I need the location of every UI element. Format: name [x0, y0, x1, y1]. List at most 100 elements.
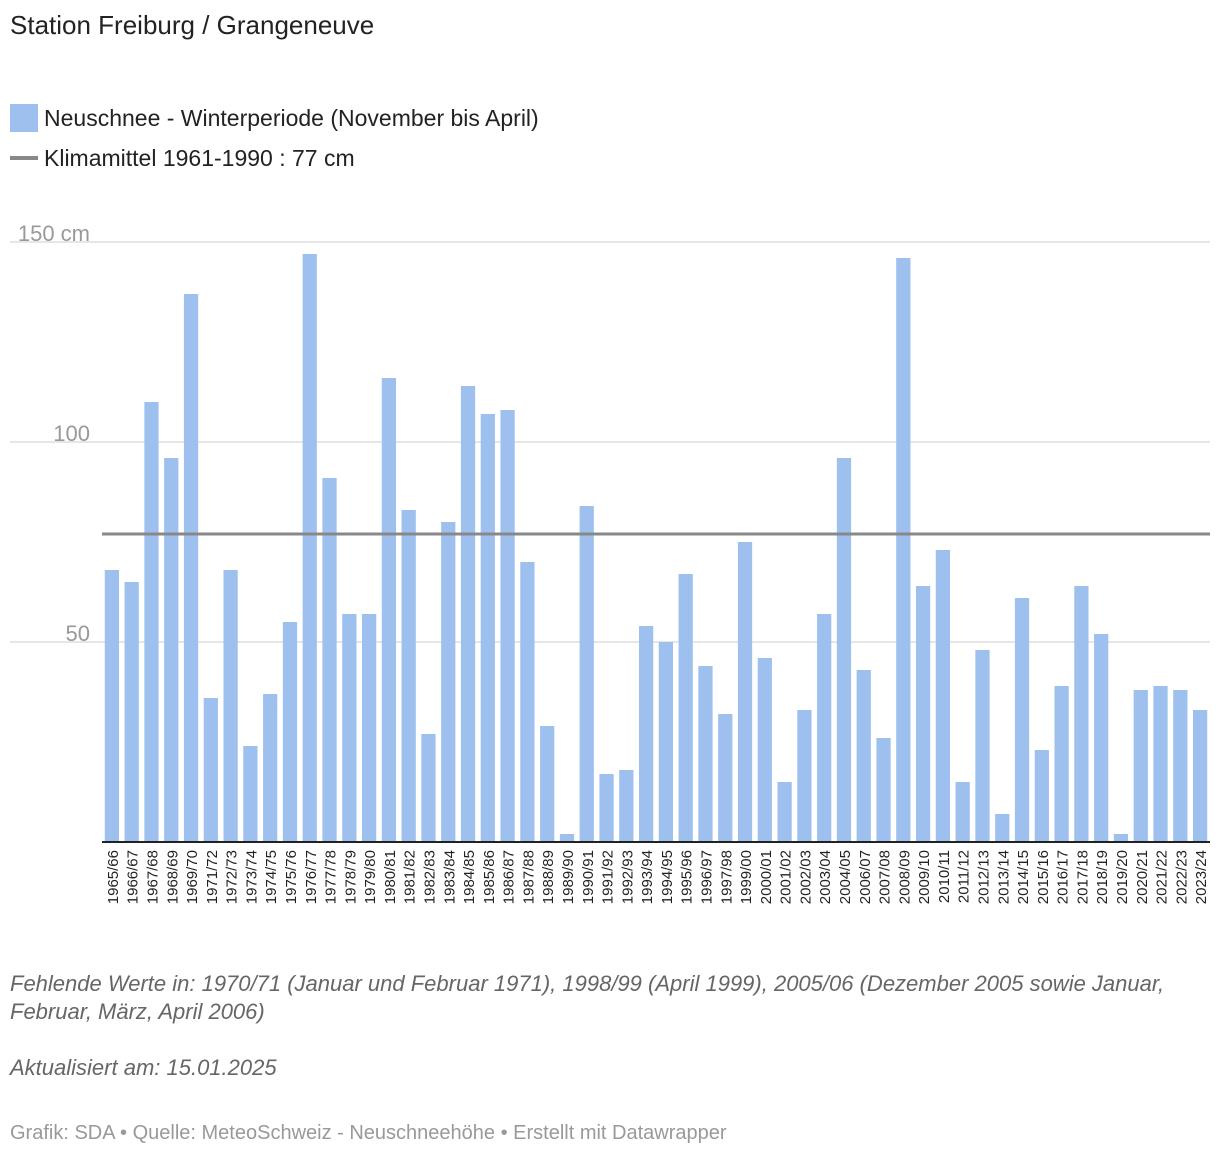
x-tick-label: 1999/00 — [738, 850, 755, 904]
x-tick-label: 1994/95 — [659, 850, 676, 904]
bar — [836, 458, 852, 842]
bar — [1094, 634, 1109, 842]
x-tick-label: 1997/98 — [718, 850, 735, 904]
bar — [1153, 686, 1168, 842]
x-tick-label: 2018/19 — [1094, 850, 1111, 904]
x-tick-label: 1965/66 — [105, 850, 122, 904]
y-tick-label: 100 — [53, 421, 90, 446]
x-tick-label: 1986/87 — [501, 850, 518, 904]
x-tick-label: 2012/13 — [975, 850, 992, 904]
bar — [144, 402, 159, 842]
bar — [975, 650, 990, 842]
bar — [183, 294, 199, 842]
bar — [460, 386, 476, 842]
bar — [915, 586, 931, 842]
x-tick-label: 2019/20 — [1114, 850, 1131, 904]
bar — [1034, 750, 1049, 842]
bar — [678, 574, 693, 842]
bar — [124, 582, 139, 842]
bar — [896, 258, 911, 842]
x-tick-label: 1985/86 — [481, 850, 498, 904]
x-tick-label: 2006/07 — [857, 850, 874, 904]
bar — [817, 614, 832, 842]
x-tick-label: 1991/92 — [600, 850, 617, 904]
bar — [876, 738, 891, 842]
missing-values-note: Fehlende Werte in: 1970/71 (Januar und F… — [10, 971, 1165, 1024]
bar — [1113, 834, 1129, 842]
x-tick-label: 1982/83 — [421, 850, 438, 904]
bar — [401, 510, 416, 842]
x-tick-label: 2001/02 — [778, 850, 795, 904]
x-tick-label: 1981/82 — [402, 850, 419, 904]
x-tick-label: 2022/23 — [1173, 850, 1190, 904]
bar — [856, 670, 871, 842]
x-tick-label: 2013/14 — [995, 850, 1012, 904]
bar — [718, 714, 733, 842]
bar — [777, 782, 792, 842]
bar — [698, 666, 713, 842]
x-tick-label: 1980/81 — [382, 850, 399, 904]
x-tick-label: 1973/74 — [243, 850, 260, 904]
x-tick-label: 2003/04 — [817, 850, 834, 904]
x-tick-label: 1992/93 — [619, 850, 636, 904]
x-tick-label: 2002/03 — [797, 850, 814, 904]
x-tick-label: 2010/11 — [936, 850, 953, 903]
x-tick-label: 1984/85 — [461, 850, 478, 904]
bar — [797, 710, 812, 842]
source-credit: Grafik: SDA • Quelle: MeteoSchweiz - Neu… — [10, 1122, 727, 1144]
legend-label-bars: Neuschnee - Winterperiode (November bis … — [44, 104, 539, 131]
x-tick-label: 2000/01 — [758, 850, 775, 904]
bar — [1192, 710, 1208, 842]
updated-note: Aktualisiert am: 15.01.2025 — [10, 1055, 277, 1080]
x-tick-label: 1983/84 — [441, 850, 458, 904]
x-tick-label: 1978/79 — [342, 850, 359, 904]
x-tick-label: 1966/67 — [125, 850, 142, 904]
x-tick-label: 1979/80 — [362, 850, 379, 904]
legend-item-line: Klimamittel 1961-1990 : 77 cm — [10, 138, 539, 178]
bar — [263, 694, 278, 842]
bar — [203, 698, 218, 842]
bar — [282, 622, 298, 842]
x-tick-label: 1989/90 — [560, 850, 577, 904]
bar — [500, 410, 515, 842]
x-tick-label: 2007/08 — [877, 850, 894, 904]
x-tick-label: 2011/12 — [956, 850, 973, 903]
bar — [658, 642, 674, 842]
bar — [480, 414, 495, 842]
x-tick-label: 2009/10 — [916, 850, 933, 904]
bar — [421, 734, 436, 842]
legend-swatch-line — [10, 156, 38, 160]
bar — [638, 626, 654, 842]
bar — [757, 658, 772, 842]
x-tick-label: 1990/91 — [580, 850, 597, 904]
x-tick-label: 1976/77 — [303, 850, 320, 904]
y-tick-label: 150 cm — [18, 221, 90, 246]
bar — [737, 542, 753, 842]
x-tick-label: 2008/09 — [896, 850, 913, 904]
x-tick-label: 2023/24 — [1193, 850, 1210, 904]
bar — [104, 570, 120, 842]
bar — [559, 834, 575, 842]
chart-title: Station Freiburg / Grangeneuve — [10, 10, 375, 40]
bar — [520, 562, 535, 842]
bar — [599, 774, 614, 842]
x-tick-label: 2020/21 — [1134, 850, 1151, 904]
bar — [1014, 598, 1030, 842]
bar — [342, 614, 357, 842]
x-tick-label: 1988/89 — [540, 850, 557, 904]
x-tick-label: 1967/68 — [144, 850, 161, 904]
bar-chart: 150 cm 100 50 1965/66 1966/67 1967/68 1968/69 1… — [10, 221, 1210, 904]
bar — [381, 378, 397, 842]
bar — [223, 570, 238, 842]
bar — [540, 726, 555, 842]
bar — [361, 614, 377, 842]
x-tick-label: 1968/69 — [164, 850, 181, 904]
x-tick-label: 1972/73 — [224, 850, 241, 904]
y-tick-label: 50 — [66, 621, 90, 646]
bar — [1133, 690, 1148, 842]
x-tick-label: 1993/94 — [639, 850, 656, 904]
legend-swatch-bars — [10, 104, 38, 132]
bar — [322, 478, 337, 842]
bar — [995, 814, 1010, 842]
bar — [955, 782, 970, 842]
